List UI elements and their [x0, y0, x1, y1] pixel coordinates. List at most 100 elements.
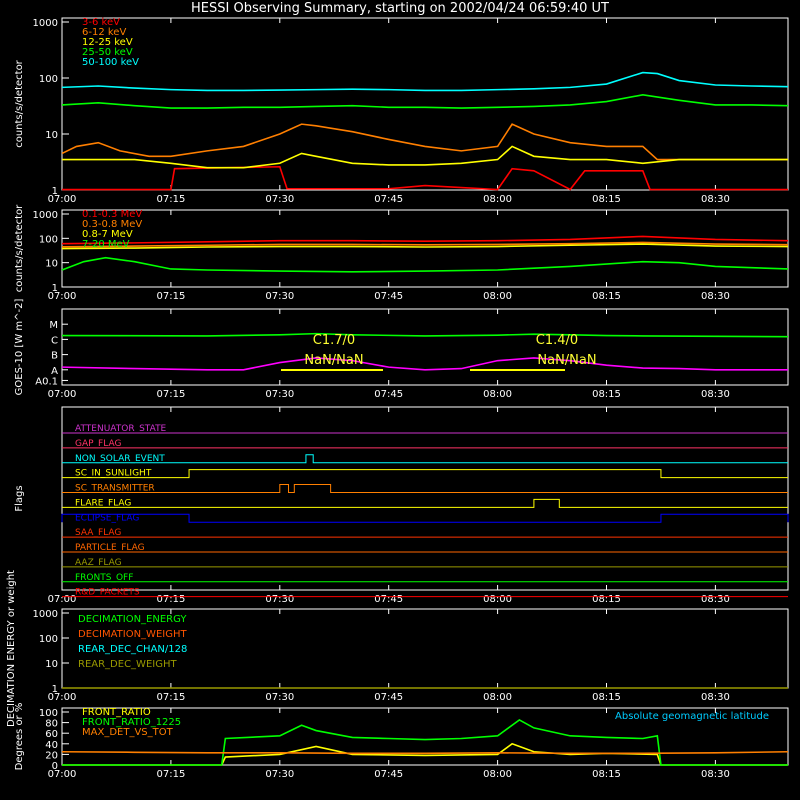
flag-label: FLARE_FLAG — [75, 498, 131, 508]
x-tick-label: 07:15 — [156, 291, 185, 302]
series-line — [61, 357, 788, 371]
x-tick-label: 07:45 — [374, 291, 403, 302]
legend-entry: 7-20 MeV — [82, 239, 130, 250]
legend-entry: 25-50 keV — [82, 47, 133, 58]
x-tick-label: 08:15 — [592, 692, 621, 703]
y-tick-label: 40 — [45, 740, 58, 751]
flag-label: FRONTS_OFF — [75, 573, 133, 583]
panel-goes: 07:00 07:15 07:30 07:45 08:00 08:15 08:30 GOES-… — [14, 299, 789, 400]
flag-label: NON_SOLAR_EVENT — [75, 454, 165, 464]
y-axis-label: GOES-10 [W m^-2] — [14, 299, 25, 396]
x-tick-label: 08:00 — [483, 291, 512, 302]
x-tick-label: 07:30 — [265, 389, 294, 400]
series-line — [61, 332, 789, 338]
x-tick-label: 08:00 — [483, 692, 512, 703]
x-tick-label: 08:00 — [483, 389, 512, 400]
flag-label: SC_IN_SUNLIGHT — [75, 469, 152, 479]
x-tick-label: 07:45 — [374, 389, 403, 400]
legend-entry: FRONT_RATIO_1225 — [82, 717, 181, 728]
legend-entry: 0.8-7 MeV — [82, 229, 133, 240]
x-tick-label: 08:00 — [483, 594, 512, 605]
y-axis-label: counts/s/detector — [14, 59, 25, 147]
annotation-label: Absolute geomagnetic latitude — [615, 711, 769, 722]
goes-flare-class: C1.4/0 — [536, 333, 578, 348]
y-axis-label: Flags — [14, 485, 25, 511]
x-tick-label: 07:15 — [156, 389, 185, 400]
y-tick-label: 1 — [52, 684, 58, 695]
y-tick-label: 80 — [45, 719, 58, 730]
y-tick-label: 10 — [45, 130, 58, 141]
x-tick-label: 07:15 — [156, 692, 185, 703]
x-tick-label: 07:30 — [265, 692, 294, 703]
y-tick-label: 1 — [52, 186, 58, 197]
x-tick-label: 07:45 — [374, 769, 403, 780]
x-tick-label: 07:15 — [156, 769, 185, 780]
figure-title: HESSI Observing Summary, starting on 200… — [191, 1, 609, 16]
legend-entry: 3-6 keV — [82, 17, 120, 28]
y-tick-label: A0.1 — [35, 376, 58, 387]
series-line — [61, 256, 789, 273]
y-tick-label: C — [51, 335, 58, 346]
x-tick-label: 07:00 — [48, 389, 77, 400]
flag-label: AAZ_FLAG — [75, 558, 122, 568]
y-tick-label: 100 — [39, 708, 58, 719]
series-line — [61, 94, 789, 109]
series-line — [62, 145, 788, 169]
x-tick-label: 07:30 — [265, 291, 294, 302]
x-tick-label: 07:00 — [48, 692, 77, 703]
legend-entry: 0.1-0.3 MeV — [82, 209, 142, 220]
series-line — [62, 719, 788, 766]
panel-frame — [61, 406, 789, 591]
y-tick-label: 100 — [39, 234, 58, 245]
x-tick-label: 08:15 — [592, 594, 621, 605]
panel-frame — [61, 17, 789, 191]
y-tick-label: 1000 — [33, 210, 58, 221]
y-axis-label: Degrees or % — [14, 703, 25, 771]
series-line — [61, 241, 789, 248]
flag-line — [62, 454, 788, 464]
legend-entry: REAR_DEC_WEIGHT — [78, 659, 177, 670]
panel-frame — [61, 308, 789, 386]
flag-line — [62, 498, 788, 508]
y-tick-label: 0 — [52, 761, 58, 772]
y-tick-label: B — [51, 351, 58, 362]
series-line — [61, 243, 789, 250]
x-tick-label: 07:00 — [48, 194, 77, 205]
flag-label: SAA_FLAG — [75, 528, 121, 538]
x-tick-label: 08:00 — [483, 769, 512, 780]
flag-label: PARTICLE_FLAG — [75, 543, 145, 553]
flag-label: ECLIPSE_FLAG — [75, 513, 139, 523]
x-tick-label: 07:45 — [374, 194, 403, 205]
flag-label: ATTENUATOR_STATE — [75, 424, 167, 434]
x-tick-label: 08:30 — [701, 291, 730, 302]
series-line — [61, 71, 789, 92]
x-tick-label: 07:15 — [156, 594, 185, 605]
flag-label: SC_TRANSMITTER — [75, 484, 155, 494]
panel-frame — [61, 707, 789, 766]
legend-entry: REAR_DEC_CHAN/128 — [78, 644, 187, 655]
x-tick-label: 08:30 — [701, 594, 730, 605]
x-tick-label: 07:00 — [48, 291, 77, 302]
x-tick-label: 08:00 — [483, 194, 512, 205]
y-tick-label: 100 — [39, 74, 58, 85]
legend-entry: FRONT_RATIO — [82, 707, 151, 718]
y-tick-label: M — [49, 320, 58, 331]
legend-entry: 6-12 keV — [82, 27, 126, 38]
series-line — [61, 750, 789, 755]
x-tick-label: 07:00 — [48, 594, 77, 605]
y-tick-label: 20 — [45, 750, 58, 761]
y-axis-label: counts/s/detector — [14, 204, 25, 292]
y-tick-label: 100 — [39, 634, 58, 645]
flag-line — [62, 469, 788, 479]
x-tick-label: 08:30 — [701, 389, 730, 400]
legend-entry: 0.3-0.8 MeV — [82, 219, 142, 230]
y-axis-label: DECIMATION ENERGY or weight — [6, 570, 17, 727]
goes-flare-ratio: NaN/NaN — [304, 353, 363, 368]
x-tick-label: 08:30 — [701, 692, 730, 703]
y-tick-label: 10 — [45, 259, 58, 270]
x-tick-label: 07:00 — [48, 769, 77, 780]
panel-rates: 07:00 07:15 07:30 07:45 08:00 08:15 08:30 count… — [14, 17, 789, 205]
x-tick-label: 07:45 — [374, 594, 403, 605]
flag-line — [61, 513, 789, 523]
